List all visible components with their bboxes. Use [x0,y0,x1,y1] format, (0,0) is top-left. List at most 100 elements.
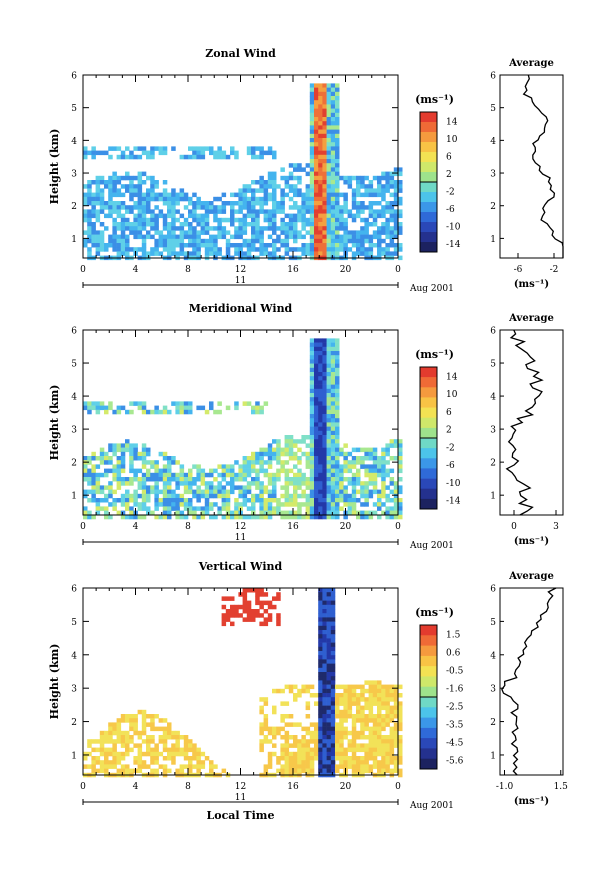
avg-x-tick-label: -2 [550,265,559,275]
panel-title: Vertical Wind [198,560,283,573]
colorbar-segment [420,717,437,729]
colorbar-segment [420,748,437,760]
x-tick-label: 20 [340,265,352,275]
date-suffix: Aug 2001 [409,284,454,294]
avg-y-tick-label: 6 [490,585,496,595]
colorbar-segment [420,458,437,469]
colorbar-segment [420,192,437,203]
colorbar-segment [420,417,437,429]
colorbar-segment [420,182,437,193]
average-title: Average [508,58,554,69]
avg-y-tick-label: 5 [490,360,496,370]
colorbar-segment [420,707,437,718]
panel-title: Zonal Wind [205,47,276,60]
colorbar-tick-label: -4.5 [446,739,464,749]
colorbar-segment [420,478,437,490]
y-axis-label: Height (km) [48,644,61,720]
y-tick-label: 2 [71,202,77,212]
avg-y-tick-label: 2 [490,718,496,728]
panel-title: Meridional Wind [189,302,293,315]
colorbar-segment [420,468,437,479]
colorbar-tick-label: 10 [446,390,458,400]
colorbar-tick-label: -5.6 [446,757,464,767]
avg-y-tick-label: 4 [490,651,496,661]
x-tick-label: 16 [287,782,299,792]
avg-x-tick-label: 1.5 [554,782,569,792]
x-tick-label: 12 [235,782,246,792]
colorbar-segment [420,407,437,419]
avg-x-unit: (ms⁻¹) [514,796,549,807]
y-tick-label: 5 [71,360,77,370]
avg-x-tick-label: -6 [514,265,523,275]
avg-y-tick-label: 6 [490,327,496,337]
colorbar-segment [420,367,437,378]
x-tick-label: 0 [395,265,401,275]
x-tick-label: 8 [185,265,191,275]
colorbar-segment [420,438,437,449]
x-tick-label: 0 [80,782,86,792]
avg-y-tick-label: 5 [490,618,496,628]
heatmap-cells [83,338,403,520]
colorbar-tick-label: -10 [446,479,461,489]
colorbar-unit: (ms⁻¹) [415,348,454,361]
colorbar-segment [420,122,437,133]
y-tick-label: 4 [71,393,77,403]
colorbar-segment [420,666,437,677]
y-tick-label: 3 [71,170,77,180]
date-label: 11 [235,276,246,286]
x-tick-label: 12 [235,265,246,275]
x-tick-label: 4 [133,782,139,792]
colorbar-segment [420,397,437,408]
colorbar-segment [420,697,437,708]
colorbar-segment [420,212,437,223]
heatmap-cells [83,83,403,261]
colorbar-tick-label: 1.5 [446,631,461,641]
colorbar-segment [420,377,437,388]
colorbar-segment [420,635,437,646]
colorbar-segment [420,112,437,123]
average-title: Average [508,571,554,582]
average-frame [499,74,564,259]
avg-x-unit: (ms⁻¹) [514,279,549,290]
average-frame [499,587,564,776]
colorbar-segment [420,676,437,688]
y-tick-label: 1 [71,751,77,761]
avg-x-tick-label: 3 [553,522,559,532]
avg-y-tick-label: 1 [490,235,496,245]
x-tick-label: 16 [287,522,299,532]
average-frame [499,329,564,516]
colorbar-tick-label: -10 [446,222,461,232]
y-tick-label: 3 [71,426,77,436]
colorbar-segment [420,488,437,500]
colorbar-segment [420,387,437,398]
colorbar-segment [420,758,437,770]
colorbar-segment [420,686,437,698]
y-tick-label: 6 [71,327,77,337]
colorbar-tick-label: 0.6 [446,649,461,659]
x-tick-label: 0 [395,782,401,792]
avg-x-tick-label: -1.0 [496,782,514,792]
y-tick-label: 2 [71,718,77,728]
avg-y-tick-label: 4 [490,137,496,147]
colorbar-tick-label: -2 [446,187,455,197]
avg-y-tick-label: 4 [490,393,496,403]
colorbar-tick-label: 6 [446,408,452,418]
x-tick-label: 0 [395,522,401,532]
x-tick-label: 8 [185,782,191,792]
colorbar-tick-label: -2 [446,443,455,453]
x-axis-label: Local Time [207,809,275,822]
colorbar-segment [420,738,437,749]
date-label: 11 [235,793,246,803]
x-tick-label: 20 [340,522,352,532]
heatmap-cells [83,588,403,778]
average-profile-line [522,74,564,258]
colorbar-segment [420,142,437,153]
colorbar-tick-label: -2.5 [446,703,464,713]
avg-y-tick-label: 6 [490,72,496,82]
avg-x-tick-label: 0 [511,522,517,532]
y-tick-label: 5 [71,618,77,628]
colorbar-tick-label: 14 [446,372,458,382]
avg-y-tick-label: 5 [490,104,496,114]
